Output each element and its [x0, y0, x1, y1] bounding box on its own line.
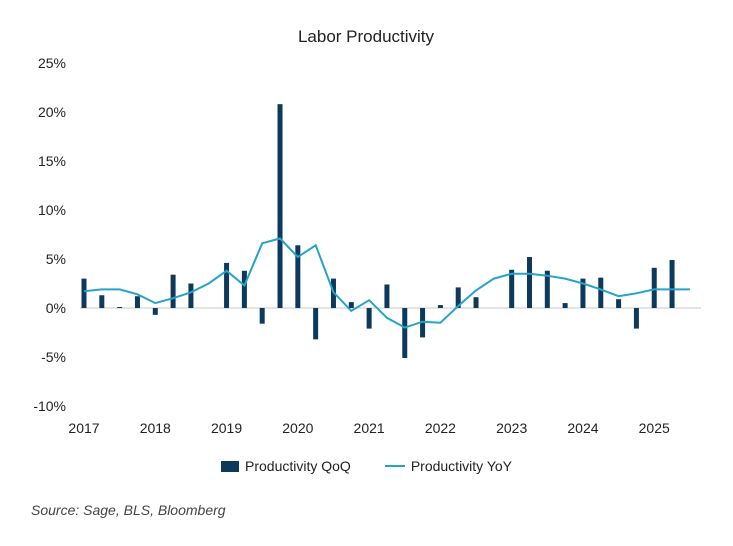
x-tick-label: 2019 — [211, 420, 242, 436]
x-tick-label: 2025 — [639, 420, 670, 436]
chart-legend: Productivity QoQ Productivity YoY — [0, 458, 733, 474]
legend-swatch-bar — [221, 460, 239, 472]
qoq-bar — [384, 284, 390, 308]
yoy-series-line — [83, 237, 690, 329]
x-tick-label: 2022 — [425, 420, 456, 436]
source-note: Source: Sage, BLS, Bloomberg — [31, 502, 226, 518]
x-tick-label: 2017 — [68, 420, 99, 436]
qoq-bar — [473, 297, 479, 308]
x-tick-label: 2021 — [354, 420, 385, 436]
qoq-bars — [81, 104, 675, 358]
legend-label-yoy: Productivity YoY — [410, 458, 512, 474]
y-tick-label: 25% — [38, 55, 66, 71]
legend-item-yoy: Productivity YoY — [384, 458, 512, 474]
qoq-bar — [366, 308, 372, 329]
qoq-bar — [526, 257, 532, 308]
y-tick-label: 10% — [38, 202, 66, 218]
chart-title: Labor Productivity — [298, 27, 435, 46]
y-axis-labels: -10% -5% 0% 5% 10% 15% 20% 25% — [33, 55, 66, 414]
qoq-bar — [224, 262, 230, 308]
x-tick-label: 2023 — [496, 420, 527, 436]
legend-label-qoq: Productivity QoQ — [245, 458, 351, 474]
y-tick-label: 20% — [38, 104, 66, 120]
qoq-bar — [259, 308, 265, 324]
y-tick-label: -10% — [33, 398, 66, 414]
y-tick-label: 15% — [38, 153, 66, 169]
qoq-bar — [616, 299, 622, 308]
x-tick-label: 2018 — [140, 420, 171, 436]
x-axis-labels: 2017 2018 2019 2020 2021 2022 2023 2024 2025 — [68, 420, 670, 436]
qoq-bar — [348, 302, 354, 308]
qoq-bar — [99, 295, 105, 308]
y-tick-label: 0% — [46, 300, 66, 316]
legend-item-qoq: Productivity QoQ — [221, 458, 351, 474]
qoq-bar — [188, 283, 194, 308]
qoq-bar — [295, 245, 301, 308]
qoq-bar — [544, 270, 550, 308]
qoq-bar — [81, 278, 87, 308]
qoq-bar — [580, 278, 586, 308]
qoq-bar — [562, 303, 568, 308]
qoq-bar — [669, 259, 675, 308]
qoq-bar — [134, 296, 140, 308]
qoq-bar — [455, 287, 461, 308]
qoq-bar — [402, 308, 408, 358]
y-tick-label: -5% — [41, 349, 66, 365]
qoq-bar — [509, 269, 515, 308]
qoq-bar — [170, 274, 176, 308]
x-tick-label: 2024 — [567, 420, 598, 436]
qoq-bar — [241, 270, 247, 308]
qoq-bar — [313, 308, 319, 340]
x-tick-label: 2020 — [282, 420, 313, 436]
qoq-bar — [633, 308, 639, 329]
qoq-bar — [277, 104, 283, 308]
qoq-bar — [651, 267, 657, 308]
qoq-bar — [117, 307, 123, 309]
qoq-bar — [598, 277, 604, 308]
qoq-bar — [437, 305, 443, 308]
qoq-bar — [152, 308, 158, 315]
legend-swatch-line — [384, 465, 405, 467]
y-tick-label: 5% — [46, 251, 66, 267]
